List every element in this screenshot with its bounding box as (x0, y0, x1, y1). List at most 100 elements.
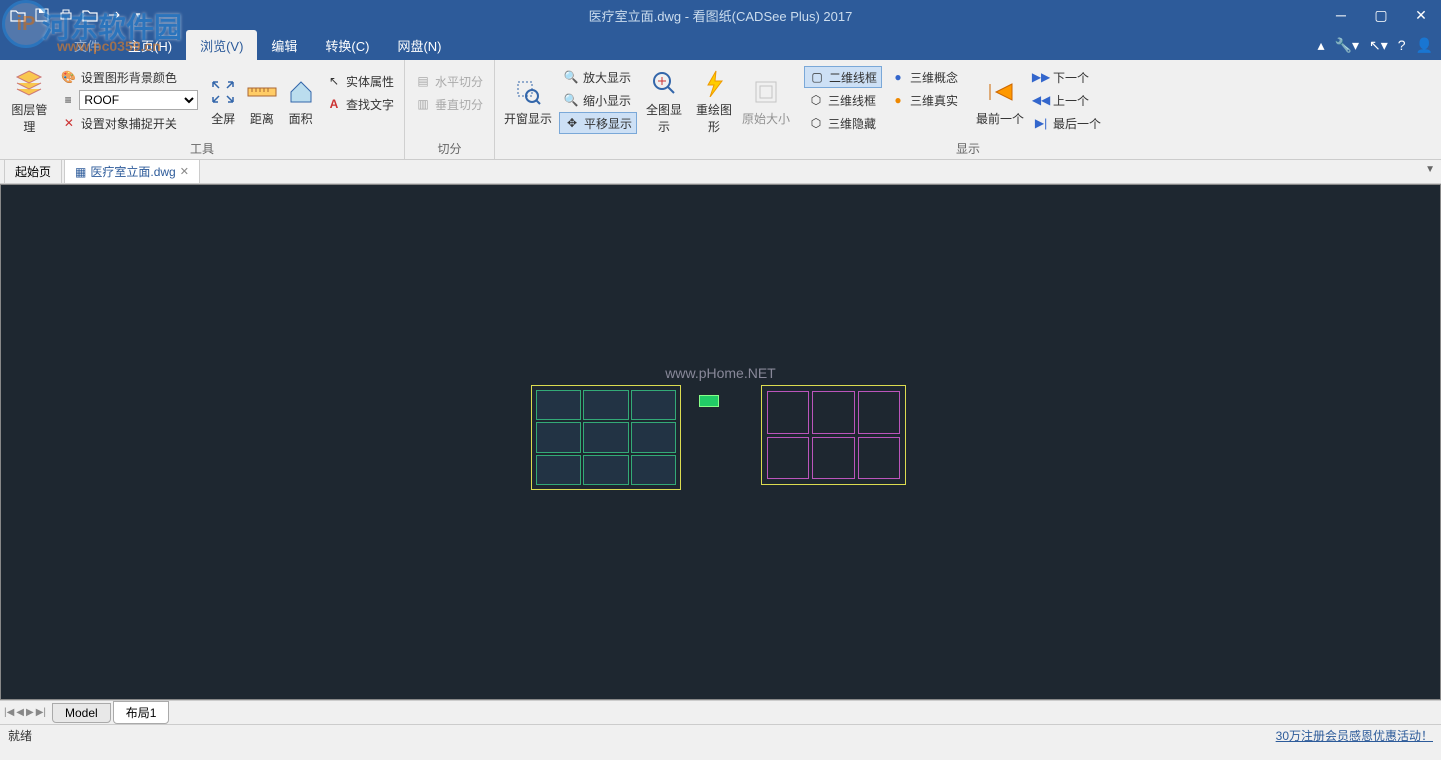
last-icon: ▶| (1033, 115, 1049, 131)
layout-next-icon[interactable]: ▶ (26, 707, 34, 718)
regen-button[interactable]: 重绘图形 (691, 64, 737, 138)
hide3d-label: 三维隐藏 (828, 115, 876, 132)
menu-convert[interactable]: 转换(C) (311, 30, 383, 61)
layer-select[interactable]: ROOF (79, 90, 197, 110)
prev-button[interactable]: ◀◀上一个 (1029, 89, 1105, 111)
wire3d-icon: ⬡ (808, 92, 824, 108)
status-ready: 就绪 (8, 727, 32, 744)
first-label: 最前一个 (976, 110, 1024, 127)
zoom-window-icon (512, 76, 544, 108)
tab-start-label: 起始页 (15, 163, 51, 180)
layer-icon: ≡ (61, 92, 76, 108)
first-icon (984, 76, 1016, 108)
watermark-text: www.pHome.NET (665, 365, 775, 381)
fullscreen-icon (207, 76, 239, 108)
sphere-orange-icon: ● (890, 92, 906, 108)
maximize-button[interactable]: ▢ (1361, 0, 1401, 30)
bg-color-label: 设置图形背景颜色 (81, 69, 177, 86)
entity-prop-button[interactable]: ↖实体属性 (322, 70, 398, 92)
drawing-canvas[interactable]: www.pHome.NET (0, 184, 1441, 700)
hsplit-icon: ▤ (415, 73, 431, 89)
menu-file[interactable]: 文件 (60, 30, 114, 61)
zoom-out-icon: 🔍 (563, 92, 579, 108)
find-text-button[interactable]: A查找文字 (322, 93, 398, 115)
zoom-all-icon (648, 67, 680, 99)
tab-close-icon[interactable]: ✕ (180, 165, 189, 178)
distance-button[interactable]: 距离 (245, 64, 280, 138)
prev-icon: ◀◀ (1033, 92, 1049, 108)
user-icon[interactable]: 👤 (1416, 37, 1433, 54)
tab-start-page[interactable]: 起始页 (4, 159, 62, 183)
layer-manager-button[interactable]: 图层管理 (6, 64, 53, 138)
zoom-in-button[interactable]: 🔍放大显示 (559, 66, 637, 88)
tab-file-label: 医疗室立面.dwg (90, 163, 175, 180)
zoom-all-button[interactable]: 全图显示 (641, 64, 687, 138)
drawing-sheet-1 (531, 385, 681, 490)
zoom-in-icon: 🔍 (563, 69, 579, 85)
layout-tabs-bar: |◀ ◀ ▶ ▶| Model 布局1 (0, 700, 1441, 724)
convert-icon[interactable] (106, 7, 122, 23)
real3d-button[interactable]: ●三维真实 (886, 89, 962, 111)
pan-button[interactable]: ✥平移显示 (559, 112, 637, 134)
hide3d-button[interactable]: ⬡三维隐藏 (804, 112, 882, 134)
group-display-label: 显示 (501, 138, 1435, 157)
save-icon[interactable] (34, 7, 50, 23)
lightning-icon (698, 67, 730, 99)
vsplit-icon: ▥ (415, 96, 431, 112)
layout-tab-model[interactable]: Model (52, 703, 111, 723)
osnap-label: 设置对象捕捉开关 (81, 115, 177, 132)
fullscreen-button[interactable]: 全屏 (206, 64, 241, 138)
area-button[interactable]: 面积 (283, 64, 318, 138)
wire3d-button[interactable]: ⬡三维线框 (804, 89, 882, 111)
layout-first-icon[interactable]: |◀ (4, 707, 14, 718)
window-zoom-button[interactable]: 开窗显示 (501, 64, 555, 138)
original-icon (750, 76, 782, 108)
open-icon[interactable] (10, 7, 26, 23)
zoom-out-button[interactable]: 🔍缩小显示 (559, 89, 637, 111)
open2-icon[interactable] (82, 7, 98, 23)
minimize-button[interactable]: ─ (1321, 0, 1361, 30)
osnap-button[interactable]: ✕设置对象捕捉开关 (57, 112, 202, 134)
v-split-button: ▥垂直切分 (411, 93, 487, 115)
last-button[interactable]: ▶|最后一个 (1029, 112, 1105, 134)
original-size-button[interactable]: 原始大小 (741, 64, 791, 138)
area-label: 面积 (289, 110, 313, 127)
help-icon[interactable]: ? (1398, 37, 1406, 53)
ribbon-group-display: 开窗显示 🔍放大显示 🔍缩小显示 ✥平移显示 全图显示 重绘图形 原始大小 (495, 60, 1441, 159)
bg-color-button[interactable]: 🎨设置图形背景颜色 (57, 66, 202, 88)
close-button[interactable]: ✕ (1401, 0, 1441, 30)
layer-select-row[interactable]: ≡ROOF (57, 89, 202, 111)
zoom-out-label: 缩小显示 (583, 92, 631, 109)
ribbon-group-split: ▤水平切分 ▥垂直切分 切分 (405, 60, 495, 159)
dropdown-icon[interactable]: ▴ (1318, 37, 1325, 54)
layout-last-icon[interactable]: ▶| (36, 707, 46, 718)
document-tabs: 起始页 ▦ 医疗室立面.dwg ✕ ▼ (0, 160, 1441, 184)
tabs-dropdown-icon[interactable]: ▼ (1425, 164, 1435, 175)
layout-tab-layout1[interactable]: 布局1 (113, 701, 170, 724)
next-label: 下一个 (1053, 69, 1089, 86)
print-icon[interactable] (58, 7, 74, 23)
wire2d-button[interactable]: ▢二维线框 (804, 66, 882, 88)
tab-dwg-file[interactable]: ▦ 医疗室立面.dwg ✕ (64, 159, 200, 183)
promo-link[interactable]: 30万注册会员感恩优惠活动！ (1276, 727, 1433, 744)
area-icon (285, 76, 317, 108)
hide3d-icon: ⬡ (808, 115, 824, 131)
fullscreen-label: 全屏 (211, 110, 235, 127)
menu-cloud[interactable]: 网盘(N) (383, 30, 455, 61)
qat-dropdown-icon[interactable]: ▾ (130, 7, 146, 23)
wrench-icon[interactable]: 🔧▾ (1335, 37, 1359, 54)
menu-view[interactable]: 浏览(V) (186, 30, 257, 61)
next-icon: ▶▶ (1033, 69, 1049, 85)
first-button[interactable]: 最前一个 (975, 64, 1025, 138)
layout-prev-icon[interactable]: ◀ (16, 707, 24, 718)
concept3d-button[interactable]: ●三维概念 (886, 66, 962, 88)
cursor-icon[interactable]: ↖▾ (1369, 37, 1388, 54)
ribbon: 图层管理 🎨设置图形背景颜色 ≡ROOF ✕设置对象捕捉开关 全屏 距离 面积 … (0, 60, 1441, 160)
ribbon-group-tools: 图层管理 🎨设置图形背景颜色 ≡ROOF ✕设置对象捕捉开关 全屏 距离 面积 … (0, 60, 405, 159)
drawing-small-block (699, 395, 719, 407)
prev-label: 上一个 (1053, 92, 1089, 109)
menu-edit[interactable]: 编辑 (257, 30, 311, 61)
menu-home[interactable]: 主页(H) (114, 30, 186, 61)
next-button[interactable]: ▶▶下一个 (1029, 66, 1105, 88)
drawing-sheet-2 (761, 385, 906, 485)
